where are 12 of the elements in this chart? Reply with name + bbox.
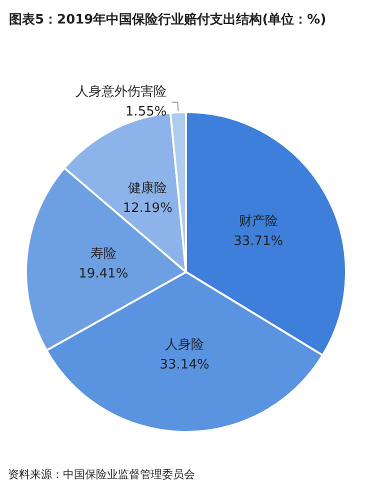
data-label: 33.71% [234,234,284,249]
text: 资料来源：中国保险业监督管理委员会 [8,468,195,481]
data-label: 33.14% [160,357,210,372]
slice-label: 人身险 [165,337,204,352]
slice-label: 健康险 [128,180,168,196]
slice-label: 寿险 [90,246,116,262]
data-label: 12.19% [122,200,172,216]
data-label: 19.41% [78,266,128,282]
chart-title: 图表5：2019年中国保险行业赔付支出结构(单位：%) [9,12,326,28]
slice-label: 财产险 [238,214,278,229]
data-label: 1.55% [125,104,167,120]
slice-label: 人身意外伤害险 [76,84,167,100]
